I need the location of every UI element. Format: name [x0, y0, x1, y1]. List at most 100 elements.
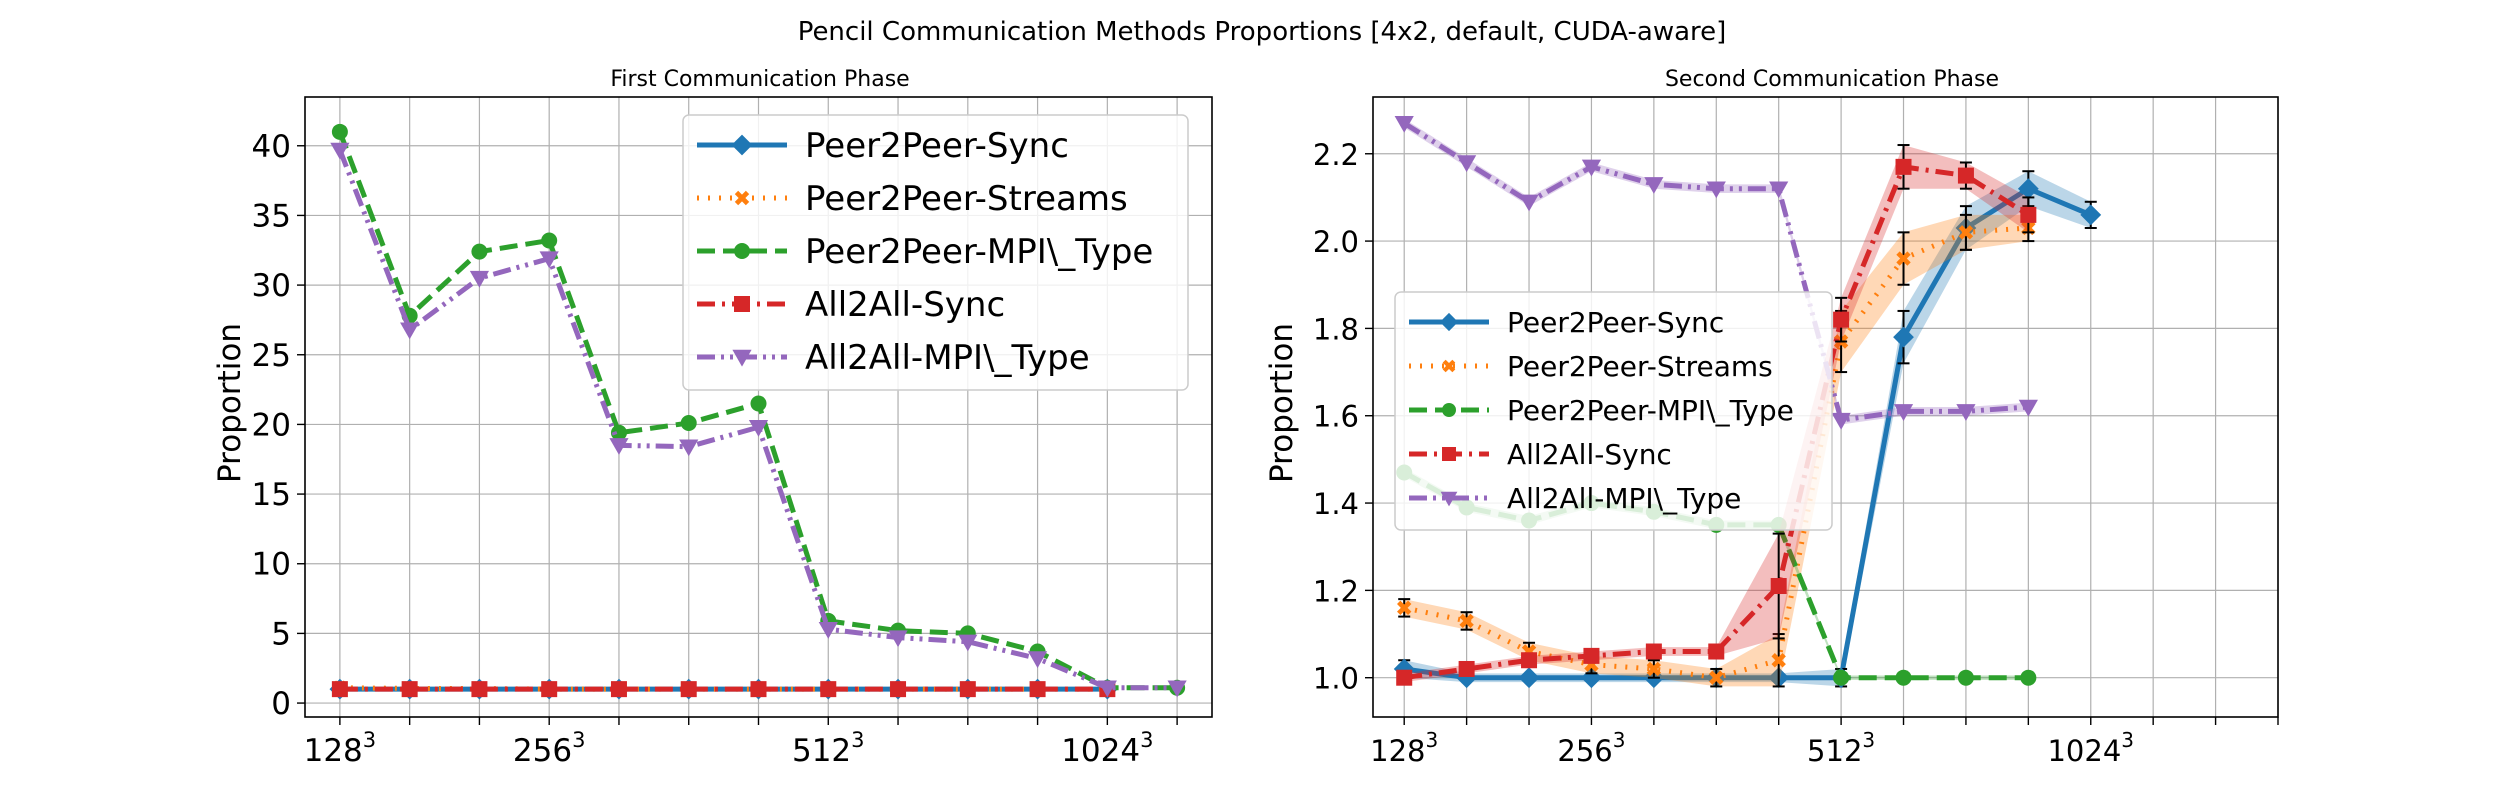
legend-marker	[734, 243, 750, 259]
data-point	[818, 622, 838, 639]
data-point	[890, 681, 907, 698]
data-point	[610, 424, 627, 441]
left-axes-frame	[304, 96, 1213, 718]
data-point	[1893, 326, 1914, 348]
data-point	[1396, 669, 1413, 686]
series-line	[1403, 186, 2092, 681]
y-tick-label: 40	[252, 129, 291, 165]
left-legend: Peer2Peer-Sync Peer2Peer-Streams Peer2Peer…	[682, 114, 1189, 391]
legend-marker	[1440, 491, 1458, 507]
data-point	[1518, 667, 1540, 689]
data-point	[609, 438, 629, 455]
y-tick-label: 15	[252, 477, 291, 513]
data-point	[331, 123, 348, 140]
legend-marker	[1439, 312, 1459, 332]
legend-label: Peer2Peer-MPI\_Type	[1507, 394, 1794, 427]
data-point	[750, 681, 767, 698]
data-point	[1521, 652, 1538, 669]
x-tick-label: 2563	[513, 728, 586, 769]
right-subplot: Second Communication Phase Proportion 1.…	[1264, 67, 2279, 768]
data-point	[2017, 178, 2039, 200]
x-tick-label: 1283	[304, 728, 377, 769]
data-point	[750, 395, 767, 412]
legend-item-peer2peer-sync: Peer2Peer-Sync	[697, 126, 1069, 166]
x-tick-label: 10243	[1061, 728, 1153, 769]
data-point	[680, 681, 697, 698]
data-point	[1393, 658, 1415, 680]
data-point	[1459, 613, 1474, 629]
legend-label: Peer2Peer-MPI\_Type	[805, 232, 1153, 272]
data-point	[959, 681, 976, 698]
data-point	[471, 243, 488, 260]
data-point	[331, 681, 348, 698]
y-tick-label: 10	[252, 547, 291, 583]
x-tick-label: 5123	[792, 728, 865, 769]
series-all2all-sync	[1396, 144, 2037, 686]
series-all2all-mpi-type	[330, 142, 1187, 698]
data-point	[1895, 669, 1912, 686]
data-point	[1957, 167, 1974, 184]
data-point	[1027, 651, 1048, 669]
data-point	[1770, 578, 1787, 595]
legend-label: All2All-Sync	[805, 285, 1005, 325]
confidence-band	[1404, 171, 2091, 687]
data-point	[1833, 669, 1850, 686]
x-tick-label: 2563	[1557, 728, 1625, 768]
data-point	[2020, 669, 2037, 686]
data-point	[2018, 399, 2038, 417]
y-tick-label: 1.6	[1313, 400, 1359, 434]
data-point	[1708, 643, 1725, 660]
data-point	[1394, 115, 1414, 133]
left-plot-area: 0 5 10 15 20 25 30 35 40 1283 2563 5123 10243 Peer2Pe…	[252, 96, 1213, 769]
y-tick-label: 25	[252, 338, 291, 374]
legend-item-peer2peer-sync: Peer2Peer-Sync	[1409, 306, 1724, 339]
x-tick-label: 10243	[2047, 728, 2134, 768]
series-line	[1403, 164, 2030, 681]
data-point	[1771, 653, 1786, 668]
legend-marker	[734, 190, 750, 206]
data-point	[748, 420, 769, 437]
right-axes-frame	[1372, 96, 2279, 718]
data-point	[679, 439, 699, 457]
series-all2all-mpi-type	[1394, 115, 2038, 430]
data-point	[1581, 159, 1602, 177]
legend-label: Peer2Peer-Streams	[1507, 350, 1773, 383]
legend-label: Peer2Peer-Sync	[805, 126, 1069, 166]
x-tick-label: 5123	[1807, 728, 1875, 768]
data-point	[1769, 181, 1789, 199]
data-point	[958, 634, 978, 652]
data-point	[1645, 643, 1662, 660]
data-point	[1644, 177, 1664, 194]
x-tick-label: 1283	[1370, 728, 1438, 768]
data-point	[1457, 155, 1477, 173]
y-tick-label: 30	[252, 268, 291, 304]
legend-item-peer2peer-mpi-type: Peer2Peer-MPI\_Type	[1409, 394, 1794, 427]
left-y-axis-label: Proportion	[212, 323, 248, 483]
data-point	[1458, 660, 1475, 677]
legend-label: All2All-MPI\_Type	[1507, 482, 1741, 515]
legend-box	[1394, 291, 1833, 531]
figure-title: Pencil Communication Methods Proportions…	[798, 17, 1727, 47]
data-point	[1029, 681, 1046, 698]
left-subplot: First Communication Phase Proportion 051…	[212, 67, 1213, 769]
legend-label: All2All-Sync	[1507, 438, 1672, 471]
left-subplot-title: First Communication Phase	[610, 67, 909, 92]
data-point	[1706, 181, 1726, 199]
legend-item-peer2peer-streams: Peer2Peer-Streams	[1409, 350, 1773, 383]
legend-marker	[732, 349, 752, 367]
legend-item-all2all-sync: All2All-Sync	[697, 285, 1005, 325]
legend-marker	[734, 296, 750, 312]
legend-box	[682, 114, 1189, 391]
y-tick-label: 1.2	[1313, 574, 1359, 608]
y-tick-label: 35	[252, 198, 291, 234]
right-plot-area: 1.0 1.2 1.4 1.6 1.8 2.0 2.2 1283 2563 5123 10243 Pe…	[1313, 96, 2279, 768]
data-point	[2020, 206, 2037, 223]
y-tick-label: 5	[271, 616, 291, 652]
data-point	[400, 322, 420, 340]
data-point	[1956, 404, 1976, 421]
data-point	[1519, 194, 1539, 212]
y-tick-label: 1.8	[1313, 312, 1359, 346]
legend-marker	[731, 134, 753, 156]
legend-label: All2All-MPI\_Type	[805, 338, 1090, 378]
